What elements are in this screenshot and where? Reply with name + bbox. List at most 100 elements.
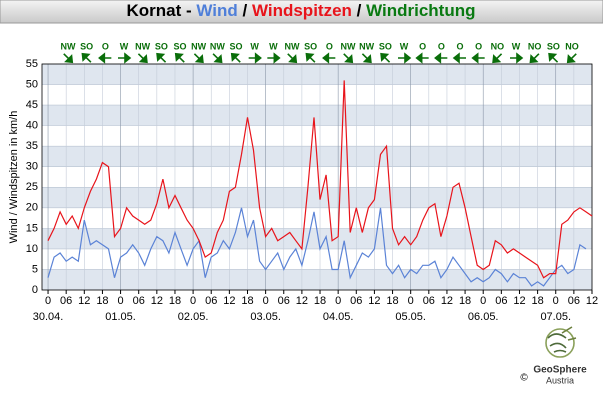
y-axis-label: Wind / Windspitzen in km/h [8, 111, 20, 244]
wind-direction-label: W [269, 41, 278, 51]
arrow-shape [174, 52, 185, 63]
wind-direction-arrow [248, 52, 262, 64]
x-tick-label: 06 [568, 295, 580, 307]
x-tick-label: 12 [223, 295, 235, 307]
wind-direction-label: NW [135, 41, 150, 51]
x-tick-label: 0 [335, 295, 341, 307]
wind-direction-arrow [230, 52, 241, 63]
y-tick-label: 20 [26, 202, 38, 214]
wind-direction-label: SO [229, 41, 242, 51]
wind-direction-label: NO [491, 41, 505, 51]
wind-direction-arrow [212, 53, 223, 64]
x-tick-label: 0 [480, 295, 486, 307]
wind-direction-label: O [438, 41, 445, 51]
arrow-shape [361, 53, 372, 64]
wind-direction-label: NW [359, 41, 374, 51]
wind-direction-arrow [548, 52, 559, 63]
x-tick-label: 12 [513, 295, 525, 307]
wind-direction-label: NW [191, 41, 206, 51]
x-tick-label: 18 [314, 295, 326, 307]
arrow-shape [230, 52, 241, 63]
wind-direction-arrow [267, 52, 281, 64]
arrow-shape [156, 52, 167, 63]
wind-direction-label: SO [304, 41, 317, 51]
x-tick-label: 06 [350, 295, 362, 307]
x-tick-label: 06 [495, 295, 507, 307]
wind-direction-arrow [193, 53, 204, 64]
grid-band [42, 187, 592, 208]
series-line [47, 80, 593, 279]
title-part: / [352, 1, 366, 20]
wind-direction-arrow [118, 52, 132, 64]
x-tick-label: 0 [45, 295, 51, 307]
wind-direction-label: O [326, 41, 333, 51]
arrow-shape [566, 53, 577, 64]
x-tick-label: 0 [408, 295, 414, 307]
arrow-shape [492, 53, 503, 64]
y-tick-label: 45 [26, 99, 38, 111]
wind-direction-label: W [512, 41, 521, 51]
wind-direction-arrow [322, 52, 336, 64]
wind-direction-arrow [415, 52, 429, 64]
logo: GeoSphere Austria © [520, 326, 587, 385]
day-label: 02.05. [178, 311, 209, 323]
arrow-shape [380, 52, 391, 63]
x-tick-label: 06 [423, 295, 435, 307]
wind-direction-label: NW [285, 41, 300, 51]
wind-direction-label: O [102, 41, 109, 51]
arrow-shape [98, 52, 112, 64]
x-tick-label: 12 [368, 295, 380, 307]
title-part: Windrichtung [366, 1, 475, 20]
wind-direction-arrow [343, 53, 354, 64]
wind-direction-label: SO [547, 41, 560, 51]
x-tick-label: 12 [441, 295, 453, 307]
y-tick-label: 30 [26, 161, 38, 173]
arrow-shape [267, 52, 281, 64]
x-tick-label: 06 [133, 295, 145, 307]
x-tick-label: 0 [190, 295, 196, 307]
plot-frame [41, 63, 593, 291]
day-label: 30.04. [33, 311, 64, 323]
title-part: Wind [196, 1, 237, 20]
y-tick-label: 55 [26, 58, 38, 70]
wind-direction-label: NO [565, 41, 579, 51]
title-part: Kornat - [127, 1, 197, 20]
day-label: 07.05. [540, 311, 571, 323]
arrow-shape [248, 52, 262, 64]
arrow-shape [287, 53, 298, 64]
arrow-shape [212, 53, 223, 64]
y-tick-label: 15 [26, 222, 38, 234]
x-tick-label: 12 [586, 295, 598, 307]
wind-direction-arrow [287, 53, 298, 64]
plot-background [42, 64, 592, 290]
arrow-shape [137, 53, 148, 64]
wind-direction-arrow [137, 53, 148, 64]
logo-icon [545, 326, 577, 358]
x-tick-label: 0 [263, 295, 269, 307]
grid-band [42, 269, 592, 290]
x-tick-label: 06 [205, 295, 217, 307]
logo-sub: Austria [546, 375, 574, 385]
wind-direction-arrow [81, 52, 92, 63]
wind-direction-label: NW [210, 41, 225, 51]
x-tick-label: 18 [241, 295, 253, 307]
arrow-shape [343, 53, 354, 64]
y-tick-label: 25 [26, 181, 38, 193]
wind-direction-label: W [250, 41, 259, 51]
x-tick-label: 06 [60, 295, 72, 307]
arrow-shape [471, 52, 485, 64]
arrow-shape [529, 53, 540, 64]
wind-direction-arrow [174, 52, 185, 63]
wind-direction-arrow [452, 52, 466, 64]
x-tick-label: 18 [169, 295, 181, 307]
x-tick-label: 18 [531, 295, 543, 307]
x-tick-label: 0 [553, 295, 559, 307]
wind-direction-arrow [380, 52, 391, 63]
wind-direction-label: O [475, 41, 482, 51]
wind-direction-label: NW [341, 41, 356, 51]
wind-direction-arrow [492, 53, 503, 64]
wind-direction-arrow [305, 52, 316, 63]
x-tick-label: 18 [96, 295, 108, 307]
day-label: 06.05. [468, 311, 499, 323]
